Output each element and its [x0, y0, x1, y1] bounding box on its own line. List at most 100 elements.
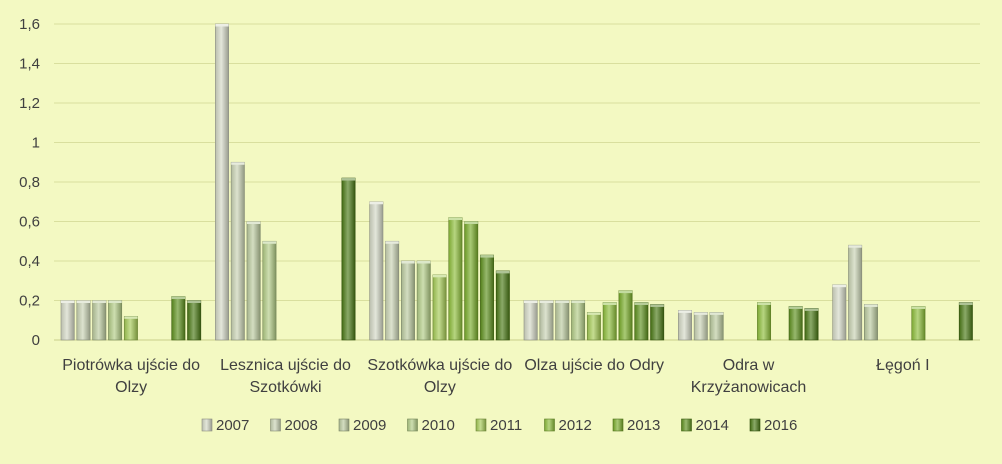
bar-top-highlight — [215, 24, 229, 27]
bar-top-highlight — [959, 302, 973, 305]
bar-top-highlight — [448, 217, 463, 221]
y-tick-label: 0,6 — [19, 214, 40, 231]
legend-swatch — [681, 418, 692, 432]
legend-item: 2012 — [544, 417, 592, 434]
category-label: Lesznica ujście do Szotkówki — [220, 357, 351, 396]
bar — [650, 304, 665, 341]
bar-top-highlight — [496, 270, 510, 274]
y-tick-label: 0,2 — [19, 293, 40, 310]
bar — [60, 300, 75, 341]
bar-top-highlight — [603, 302, 617, 305]
legend-label: 2007 — [216, 417, 249, 434]
bar — [571, 300, 586, 341]
legend-swatch — [201, 418, 213, 432]
bar — [187, 300, 202, 341]
bar-top-highlight — [571, 300, 585, 303]
bar — [539, 300, 554, 341]
bar-top-highlight — [864, 304, 878, 307]
bar-top-highlight — [124, 316, 138, 319]
bar-top-highlight — [341, 178, 356, 181]
bar — [385, 240, 400, 341]
legend-item: 2007 — [201, 417, 249, 434]
bar — [523, 300, 538, 341]
bar-top-highlight — [385, 241, 399, 244]
bar-top-highlight — [789, 306, 803, 309]
bar — [400, 260, 415, 341]
legend-label: 2010 — [422, 417, 455, 434]
bar-top-highlight — [231, 162, 245, 165]
legend-label: 2016 — [764, 417, 797, 434]
bar — [369, 201, 384, 341]
legend-item: 2011 — [475, 417, 522, 434]
bar — [123, 315, 138, 341]
legend-swatch — [407, 418, 418, 432]
bar — [958, 302, 973, 341]
legend-item: 2008 — [270, 417, 318, 434]
bar-top-highlight — [417, 261, 431, 264]
bar-top-highlight — [76, 300, 91, 303]
legend-item: 2014 — [681, 417, 729, 434]
bar — [230, 161, 245, 341]
bar-top-highlight — [757, 302, 771, 305]
bar — [602, 302, 617, 341]
bar — [480, 254, 494, 341]
bars — [60, 23, 973, 341]
bar — [432, 274, 447, 341]
bar-top-highlight — [171, 296, 186, 300]
bar — [448, 217, 463, 341]
bar — [788, 306, 803, 341]
bar-top-highlight — [804, 308, 819, 311]
bar — [108, 300, 123, 341]
y-tick-label: 1,6 — [19, 16, 40, 33]
bar — [171, 296, 186, 341]
category-label: Olza ujście do Odry — [524, 357, 664, 374]
bar-top-highlight — [92, 300, 106, 303]
bar-top-highlight — [464, 221, 478, 224]
bar — [693, 312, 708, 341]
bar-top-highlight — [911, 306, 926, 309]
bar-top-highlight — [187, 300, 201, 303]
bar — [262, 240, 277, 341]
bar — [495, 270, 510, 341]
legend-item: 2009 — [338, 417, 386, 434]
y-tick-label: 0 — [32, 332, 40, 349]
bar-top-highlight — [108, 300, 122, 303]
bar — [76, 300, 91, 341]
y-axis: 0 0,2 0,4 0,6 0,8 1 1,2 1,4 1,6 — [19, 16, 40, 349]
bar — [246, 221, 261, 341]
x-axis: Piotrówka ujście do Olzy Lesznica ujście d… — [62, 357, 929, 396]
bar — [416, 260, 431, 341]
bar-top-highlight — [832, 284, 846, 288]
y-tick-label: 1,2 — [19, 95, 40, 112]
bar-top-highlight — [694, 312, 708, 315]
bar — [709, 312, 724, 341]
bar-top-highlight — [369, 201, 383, 205]
bar-top-highlight — [848, 245, 862, 248]
category-label: Łęgoń I — [876, 357, 929, 374]
legend-swatch — [749, 418, 761, 432]
bar — [341, 177, 356, 341]
legend-label: 2009 — [353, 417, 386, 434]
bar-top-highlight — [524, 300, 538, 303]
bar — [678, 310, 692, 341]
bar-top-highlight — [61, 300, 75, 303]
category-label: Piotrówka ujście do Olzy — [62, 357, 200, 396]
legend-label: 2008 — [285, 417, 318, 434]
bar — [464, 221, 479, 341]
bar — [586, 312, 601, 341]
legend-label: 2014 — [696, 417, 729, 434]
category-label: Odra w Krzyżanowicach — [691, 357, 807, 396]
bar-top-highlight — [650, 304, 664, 307]
y-tick-label: 1 — [32, 135, 40, 152]
bar-top-highlight — [709, 312, 724, 315]
bar — [92, 300, 107, 341]
category-label: Szotkówka ujście do Olzy — [367, 357, 512, 396]
bar — [832, 284, 847, 341]
legend-item: 2010 — [407, 417, 455, 434]
bar-top-highlight — [618, 290, 633, 294]
legend-swatch — [338, 418, 350, 432]
bar-top-highlight — [262, 241, 277, 244]
bar — [618, 290, 633, 341]
bar — [215, 23, 229, 341]
